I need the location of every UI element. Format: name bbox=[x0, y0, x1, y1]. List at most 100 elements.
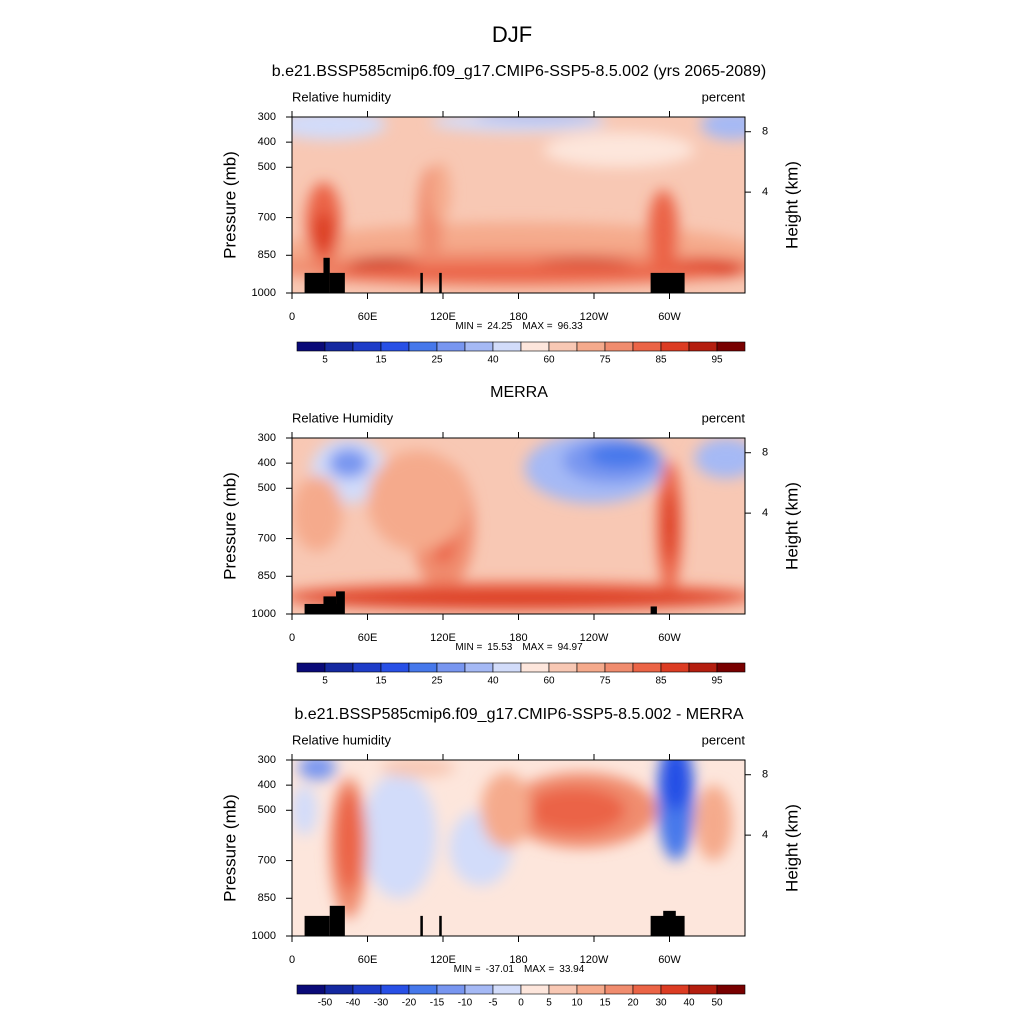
colorbar-box bbox=[296, 984, 326, 995]
colorbar-box bbox=[464, 341, 494, 352]
colorbar-box bbox=[716, 341, 746, 352]
colorbar-box bbox=[632, 662, 662, 673]
colorbar-box bbox=[380, 662, 410, 673]
stat-text: MAX = bbox=[522, 642, 552, 653]
colorbar-box bbox=[548, 662, 578, 673]
x-tick-label: 60W bbox=[658, 311, 681, 323]
y-tick-label: 300 bbox=[258, 754, 276, 766]
colorbar-box bbox=[436, 662, 466, 673]
y-tick-label: 300 bbox=[258, 111, 276, 123]
y-tick-label: 700 bbox=[258, 532, 276, 544]
colorbar-label: 5 bbox=[322, 676, 328, 687]
min-max: MIN = -37.01 MAX = 33.94 bbox=[454, 964, 585, 975]
colorbar-label: -50 bbox=[318, 998, 333, 1009]
contour-field bbox=[292, 438, 745, 614]
colorbar-label: -10 bbox=[458, 998, 473, 1009]
terrain bbox=[650, 606, 657, 614]
colorbar-box bbox=[520, 984, 550, 995]
y-tick-label: 1000 bbox=[252, 287, 276, 299]
colorbar-box bbox=[408, 341, 438, 352]
colorbar-label: 20 bbox=[627, 998, 639, 1009]
colorbar-label: 25 bbox=[431, 676, 443, 687]
y-tick-label: 500 bbox=[258, 804, 276, 816]
x-tick-label: 120E bbox=[430, 954, 456, 966]
colorbar-box bbox=[296, 662, 326, 673]
colorbar-box bbox=[464, 662, 494, 673]
colorbar-box bbox=[716, 984, 746, 995]
colorbar-box bbox=[492, 662, 522, 673]
colorbar-box bbox=[632, 341, 662, 352]
stat-text: MIN = bbox=[455, 642, 482, 653]
y2-tick-label: 4 bbox=[762, 186, 768, 198]
x-tick-label: 0 bbox=[289, 954, 295, 966]
colorbar-label: -20 bbox=[402, 998, 417, 1009]
panel: MERRA Relative Humidity percent 0 60E 120E 180… bbox=[220, 384, 801, 686]
colorbar-label: 15 bbox=[375, 355, 387, 366]
colorbar-box bbox=[604, 341, 634, 352]
colorbar-label: 95 bbox=[711, 355, 723, 366]
x-tick-label: 60E bbox=[358, 311, 378, 323]
right-label: percent bbox=[702, 732, 746, 747]
colorbar-label: -15 bbox=[430, 998, 445, 1009]
stat-text: 15.53 bbox=[487, 642, 512, 653]
colorbar-label: -5 bbox=[489, 998, 498, 1009]
colorbar-label: 10 bbox=[571, 998, 583, 1009]
colorbar-box bbox=[520, 662, 550, 673]
field-blob bbox=[480, 772, 532, 848]
y-axis-label: Pressure (mb) bbox=[220, 794, 239, 902]
colorbar-box bbox=[324, 662, 354, 673]
field-blob bbox=[292, 475, 343, 552]
colorbar-label: 75 bbox=[599, 676, 611, 687]
y-tick-label: 500 bbox=[258, 482, 276, 494]
y2-tick-label: 8 bbox=[762, 447, 768, 459]
colorbar-box bbox=[660, 984, 690, 995]
y2-axis-label: Height (km) bbox=[782, 161, 801, 249]
terrain bbox=[329, 905, 345, 936]
colorbar-label: 95 bbox=[711, 676, 723, 687]
colorbar-box bbox=[492, 341, 522, 352]
colorbar-label: 85 bbox=[655, 676, 667, 687]
colorbar-label: 40 bbox=[683, 998, 695, 1009]
y-tick-label: 400 bbox=[258, 779, 276, 791]
x-tick-label: 120E bbox=[430, 632, 456, 644]
min-max: MIN = 24.25 MAX = 96.33 bbox=[455, 321, 583, 332]
field-blob bbox=[700, 117, 745, 140]
colorbar-label: 85 bbox=[655, 355, 667, 366]
y-axis-label: Pressure (mb) bbox=[220, 472, 239, 580]
field-blob bbox=[694, 785, 733, 861]
y-tick-label: 400 bbox=[258, 136, 276, 148]
colorbar-box bbox=[548, 341, 578, 352]
colorbar-label: 15 bbox=[375, 676, 387, 687]
colorbar-box bbox=[604, 662, 634, 673]
x-tick-label: 0 bbox=[289, 311, 295, 323]
y2-tick-label: 4 bbox=[762, 829, 768, 841]
y-tick-label: 700 bbox=[258, 854, 276, 866]
terrain bbox=[323, 596, 337, 614]
colorbar-label: 25 bbox=[431, 355, 443, 366]
panel-title: MERRA bbox=[490, 384, 548, 401]
y-tick-label: 500 bbox=[258, 161, 276, 173]
stat-text: 96.33 bbox=[558, 321, 583, 332]
x-tick-label: 60E bbox=[358, 632, 378, 644]
colorbar-box bbox=[576, 662, 606, 673]
field-blob bbox=[298, 760, 337, 781]
panel-title: b.e21.BSSP585cmip6.f09_g17.CMIP6-SSP5-8.… bbox=[272, 63, 767, 80]
colorbar-box bbox=[688, 662, 718, 673]
colorbar-box bbox=[464, 984, 494, 995]
colorbar-label: 5 bbox=[546, 998, 552, 1009]
colorbar-label: 40 bbox=[487, 355, 499, 366]
field-blob bbox=[663, 490, 676, 562]
x-tick-label: 0 bbox=[289, 632, 295, 644]
stat-text: 94.97 bbox=[558, 642, 583, 653]
field-blob bbox=[380, 760, 456, 778]
colorbar-label: 0 bbox=[518, 998, 524, 1009]
stat-text: 33.94 bbox=[559, 964, 584, 975]
colorbar-label: 40 bbox=[487, 676, 499, 687]
terrain bbox=[663, 910, 676, 936]
x-tick-label: 180 bbox=[509, 954, 527, 966]
colorbar-label: 5 bbox=[322, 355, 328, 366]
colorbar-box bbox=[548, 984, 578, 995]
colorbar-box bbox=[324, 341, 354, 352]
field-blob bbox=[543, 132, 695, 168]
colorbar-box bbox=[576, 984, 606, 995]
